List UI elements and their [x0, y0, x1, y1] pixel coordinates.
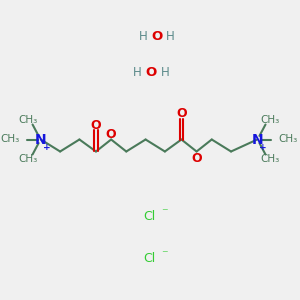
Text: +: + [260, 142, 267, 152]
Text: Cl: Cl [144, 251, 156, 265]
Text: CH₃: CH₃ [260, 154, 279, 164]
Text: O: O [191, 152, 202, 165]
Text: O: O [146, 65, 157, 79]
Text: CH₃: CH₃ [19, 115, 38, 125]
Text: N: N [251, 133, 263, 146]
Text: O: O [91, 118, 101, 132]
Text: CH₃: CH₃ [260, 115, 279, 125]
Text: H: H [139, 29, 147, 43]
Text: ⁻: ⁻ [162, 248, 168, 261]
Text: CH₃: CH₃ [0, 134, 20, 145]
Text: H: H [166, 29, 175, 43]
Text: Cl: Cl [144, 209, 156, 223]
Text: N: N [35, 133, 46, 146]
Text: O: O [106, 128, 116, 141]
Text: ⁻: ⁻ [162, 206, 168, 219]
Text: CH₃: CH₃ [19, 154, 38, 164]
Text: O: O [176, 106, 187, 120]
Text: H: H [133, 65, 142, 79]
Text: +: + [43, 142, 51, 152]
Text: CH₃: CH₃ [278, 134, 298, 145]
Text: O: O [151, 29, 162, 43]
Text: H: H [160, 65, 169, 79]
